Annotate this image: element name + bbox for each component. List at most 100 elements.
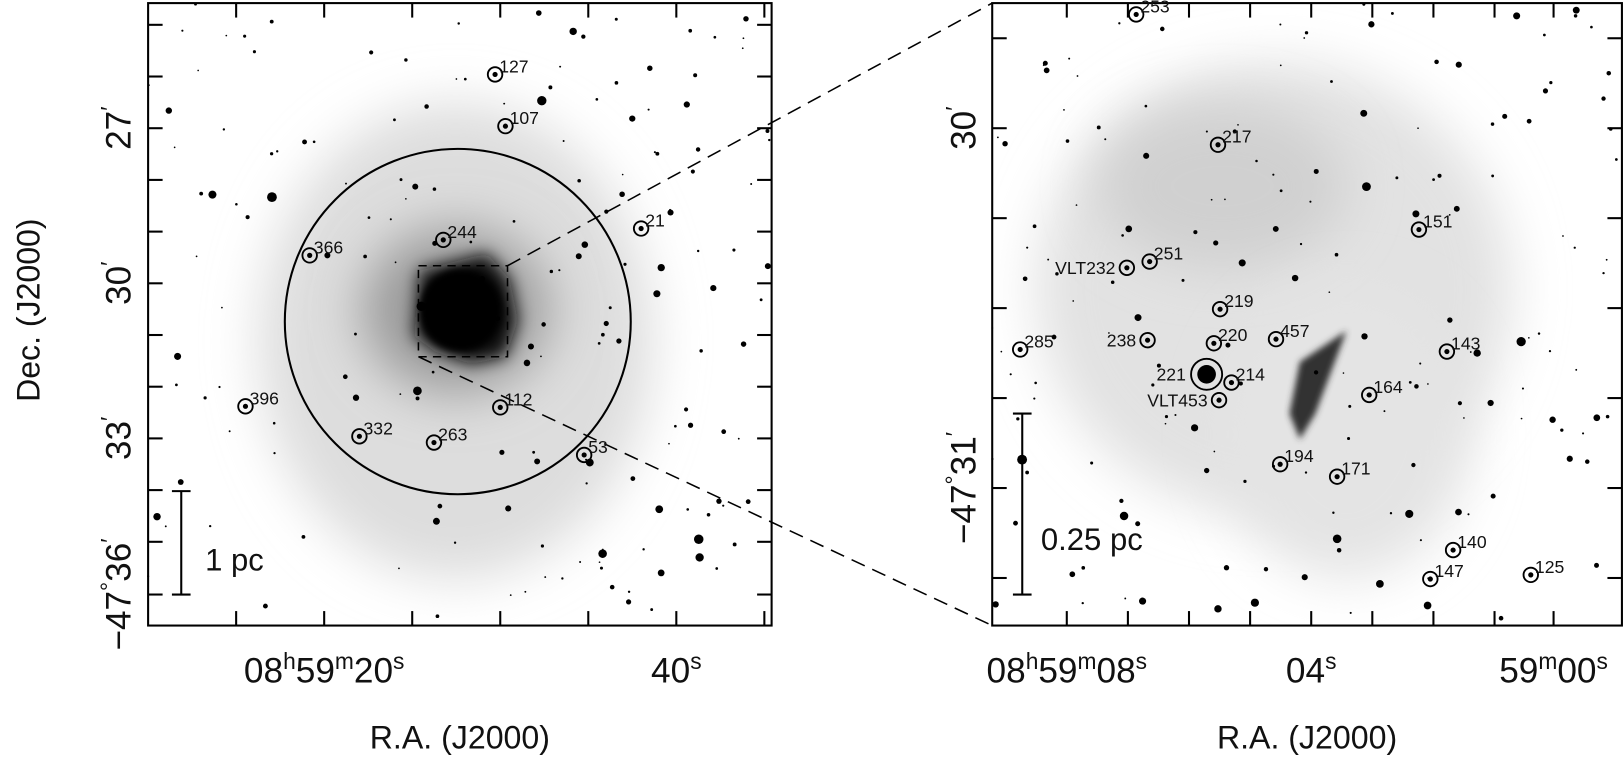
star (1191, 424, 1199, 432)
star (743, 16, 749, 22)
star (598, 561, 601, 564)
star (1419, 362, 1422, 365)
star (1516, 337, 1526, 347)
star (1389, 512, 1393, 515)
star (1072, 300, 1075, 302)
source-marker (1139, 332, 1156, 349)
star (1455, 61, 1462, 68)
source-label: 143 (1451, 333, 1480, 353)
star (549, 269, 554, 274)
star (1164, 414, 1169, 419)
star (765, 129, 770, 133)
source-dot (440, 237, 446, 243)
source-marker (1223, 374, 1240, 391)
star (710, 284, 717, 292)
tick-label-part: 40 (651, 651, 690, 690)
star (1602, 271, 1605, 275)
star (1081, 566, 1086, 570)
tick-label-sup: ′ (941, 107, 967, 111)
source-marker (1209, 136, 1227, 153)
star (1447, 317, 1453, 323)
source-dot (1273, 336, 1279, 342)
star (1432, 178, 1435, 182)
source-label: 457 (1280, 321, 1309, 341)
source-label: 366 (314, 237, 343, 257)
source-dot (581, 452, 587, 458)
tick-label-sup: ° (941, 475, 967, 484)
star (177, 479, 184, 485)
star (1223, 565, 1230, 571)
star (208, 190, 217, 199)
x-axis-label: R.A. (J2000) (1217, 720, 1397, 756)
star (222, 128, 226, 131)
star (1299, 242, 1303, 246)
tick-label-sup: s (1325, 648, 1336, 674)
star (505, 505, 512, 512)
star (647, 65, 653, 71)
star (740, 341, 747, 347)
star (195, 255, 198, 258)
source-label: 220 (1218, 325, 1248, 345)
star (1068, 57, 1071, 60)
star (225, 34, 228, 37)
source-label: 214 (1236, 365, 1266, 385)
star (540, 544, 545, 548)
star (1560, 428, 1564, 432)
star (598, 549, 607, 558)
star (457, 22, 460, 25)
star (1334, 252, 1339, 257)
star (657, 263, 665, 272)
star (1119, 498, 1124, 504)
star (503, 102, 506, 105)
star (693, 534, 704, 545)
star (455, 78, 458, 80)
source-dot (356, 433, 362, 439)
star (1033, 397, 1036, 400)
source-label: VLT453 (1147, 390, 1207, 410)
star (175, 383, 178, 387)
star (1490, 493, 1496, 499)
tick-label-part: 33 (99, 421, 138, 460)
star (527, 343, 534, 350)
star (608, 306, 612, 310)
source-marker (1267, 330, 1285, 348)
star (453, 541, 457, 544)
star (575, 253, 582, 260)
star (1469, 351, 1472, 353)
source-dot (1204, 371, 1210, 377)
source-dot (1416, 226, 1422, 233)
scale-bars (171, 412, 1032, 596)
source-label: 147 (1434, 561, 1463, 581)
source-marker (486, 66, 504, 83)
star (221, 306, 223, 309)
star (413, 386, 422, 396)
left-image (258, 103, 653, 580)
star (732, 542, 737, 547)
star (1594, 562, 1599, 568)
star (609, 584, 615, 590)
source-label: 221 (1157, 365, 1186, 385)
star (399, 178, 403, 182)
star (1601, 96, 1606, 101)
star (1237, 124, 1239, 126)
star (668, 442, 670, 445)
tick-label-sup: s (1597, 648, 1608, 674)
source-dot (1215, 142, 1221, 148)
star (1250, 598, 1259, 607)
star (1414, 384, 1419, 389)
source-dot (497, 404, 503, 410)
star (667, 209, 674, 216)
star (1376, 580, 1384, 588)
star (1328, 291, 1331, 294)
star (1562, 235, 1564, 237)
star (269, 19, 274, 24)
star (1255, 159, 1258, 163)
star (581, 241, 589, 248)
tick-label-sup: h (1026, 648, 1039, 674)
star (1520, 417, 1523, 420)
source-dot (1366, 392, 1372, 398)
star (1467, 513, 1470, 516)
tick-label-part: 08 (244, 651, 283, 690)
tick-label-sup: ′ (96, 417, 122, 421)
star (1581, 432, 1585, 435)
